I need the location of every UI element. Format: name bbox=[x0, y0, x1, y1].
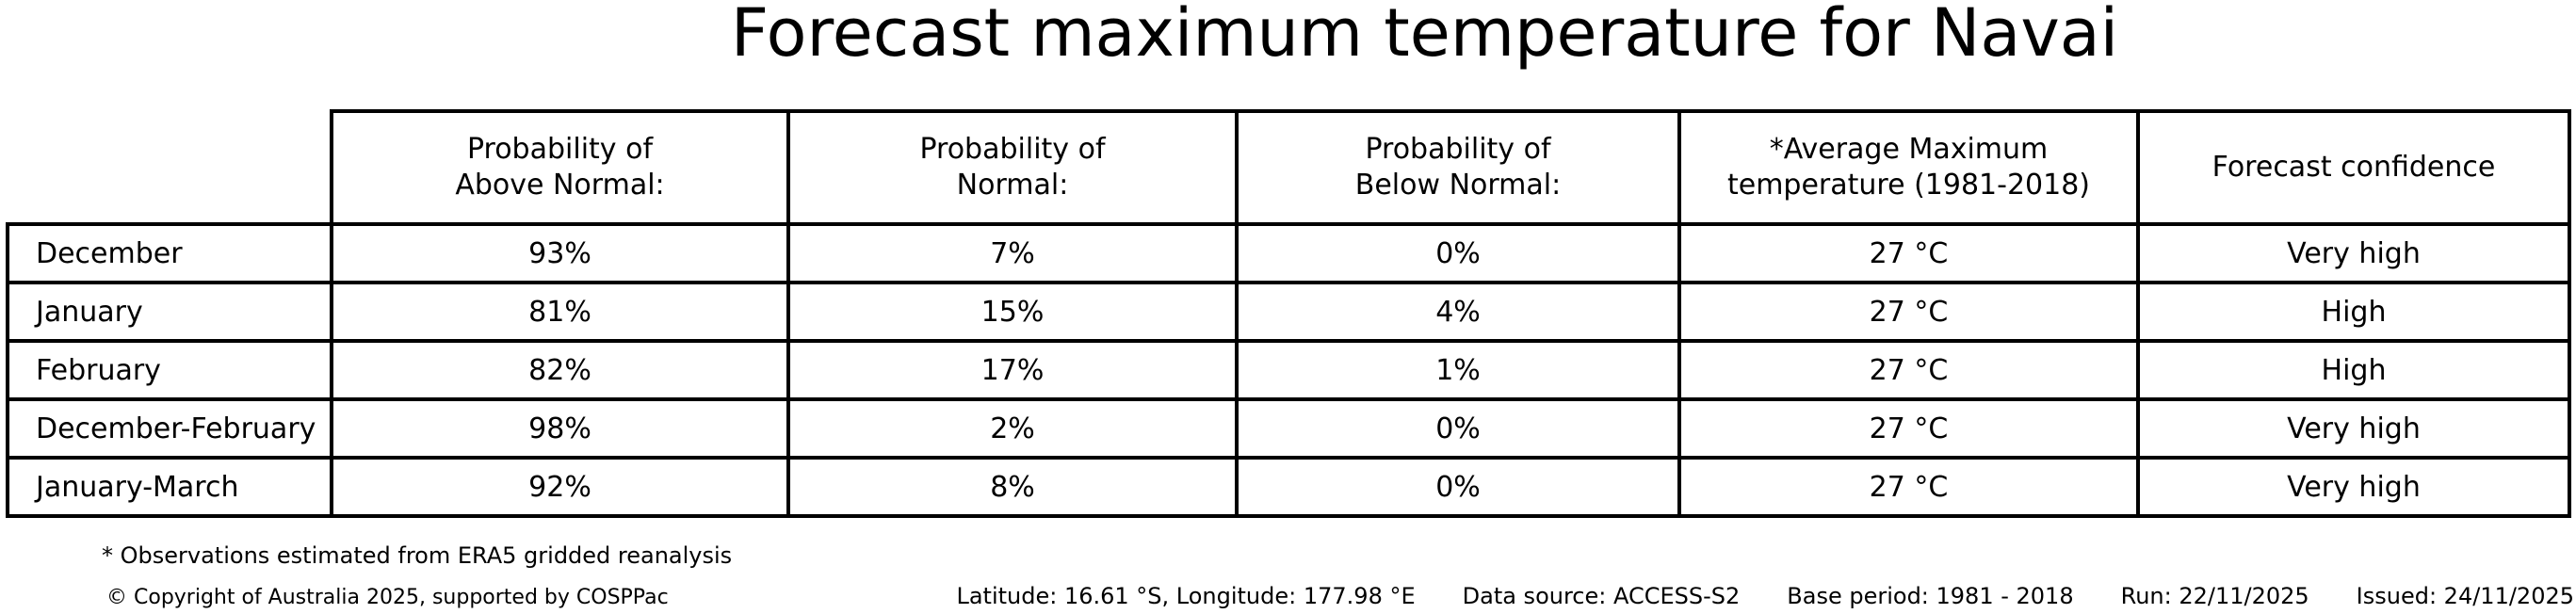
cell-below-normal: 0% bbox=[1235, 222, 1681, 284]
forecast-table: Probability of Above Normal: Probability… bbox=[6, 109, 2571, 518]
footer-base-period: Base period: 1981 - 2018 bbox=[1787, 583, 2074, 609]
cell-below-normal: 1% bbox=[1235, 339, 1681, 401]
cell-avg-max-temp: 27 °C bbox=[1677, 456, 2140, 518]
cell-confidence: Very high bbox=[2136, 222, 2571, 284]
cell-normal: 15% bbox=[786, 281, 1239, 343]
footer-run-date: Run: 22/11/2025 bbox=[2120, 583, 2309, 609]
cell-period: January-March bbox=[6, 456, 333, 518]
cell-above-normal: 93% bbox=[330, 222, 790, 284]
cell-period: February bbox=[6, 339, 333, 401]
cell-period: December-February bbox=[6, 397, 333, 460]
cell-avg-max-temp: 27 °C bbox=[1677, 281, 2140, 343]
corner-empty-cell bbox=[8, 111, 332, 224]
cell-confidence: Very high bbox=[2136, 456, 2571, 518]
cell-confidence: High bbox=[2136, 281, 2571, 343]
table-row-december: December 93% 7% 0% 27 °C Very high bbox=[6, 222, 2571, 284]
cell-normal: 8% bbox=[786, 456, 1239, 518]
table-header-row: Probability of Above Normal: Probability… bbox=[8, 109, 2571, 226]
footer-issued-date: Issued: 24/11/2025 bbox=[2356, 583, 2574, 609]
cell-period: December bbox=[6, 222, 333, 284]
copyright-notice: © Copyright of Australia 2025, supported… bbox=[106, 586, 669, 609]
footer-location: Latitude: 16.61 °S, Longitude: 177.98 °E bbox=[956, 583, 1416, 609]
header-normal: Probability of Normal: bbox=[786, 109, 1239, 226]
table-row-december-february: December-February 98% 2% 0% 27 °C Very h… bbox=[6, 397, 2571, 460]
header-below-normal: Probability of Below Normal: bbox=[1235, 109, 1681, 226]
table-row-january-march: January-March 92% 8% 0% 27 °C Very high bbox=[6, 456, 2571, 518]
cell-above-normal: 92% bbox=[330, 456, 790, 518]
header-forecast-confidence: Forecast confidence bbox=[2136, 109, 2571, 226]
table-row-january: January 81% 15% 4% 27 °C High bbox=[6, 281, 2571, 343]
observations-footnote: * Observations estimated from ERA5 gridd… bbox=[102, 542, 733, 569]
cell-avg-max-temp: 27 °C bbox=[1677, 339, 2140, 401]
cell-below-normal: 0% bbox=[1235, 456, 1681, 518]
cell-normal: 2% bbox=[786, 397, 1239, 460]
cell-period: January bbox=[6, 281, 333, 343]
footer-metadata-row: Latitude: 16.61 °S, Longitude: 177.98 °E… bbox=[956, 583, 2574, 609]
cell-below-normal: 0% bbox=[1235, 397, 1681, 460]
cell-confidence: High bbox=[2136, 339, 2571, 401]
cell-above-normal: 98% bbox=[330, 397, 790, 460]
cell-above-normal: 81% bbox=[330, 281, 790, 343]
cell-confidence: Very high bbox=[2136, 397, 2571, 460]
cell-normal: 7% bbox=[786, 222, 1239, 284]
cell-normal: 17% bbox=[786, 339, 1239, 401]
footer-data-source: Data source: ACCESS-S2 bbox=[1462, 583, 1741, 609]
header-avg-max-temp: *Average Maximum temperature (1981-2018) bbox=[1677, 109, 2140, 226]
cell-avg-max-temp: 27 °C bbox=[1677, 222, 2140, 284]
cell-above-normal: 82% bbox=[330, 339, 790, 401]
header-above-normal: Probability of Above Normal: bbox=[330, 109, 790, 226]
page-title: Forecast maximum temperature for Navai bbox=[730, 0, 2119, 72]
cell-avg-max-temp: 27 °C bbox=[1677, 397, 2140, 460]
table-row-february: February 82% 17% 1% 27 °C High bbox=[6, 339, 2571, 401]
cell-below-normal: 4% bbox=[1235, 281, 1681, 343]
